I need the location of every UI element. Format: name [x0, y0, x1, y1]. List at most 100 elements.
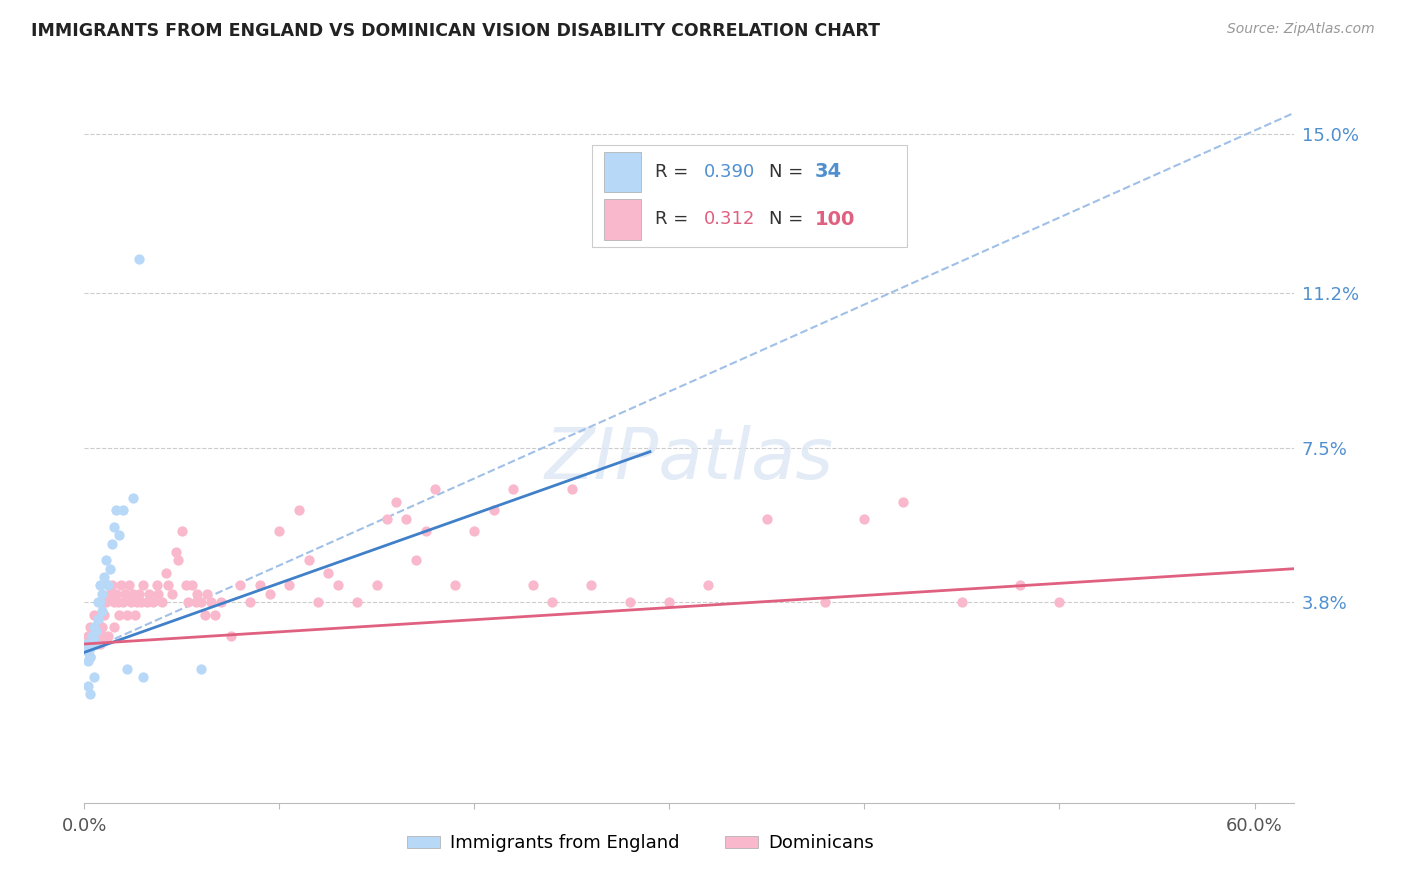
Point [132, 670, 155, 684]
Point [128, 587, 150, 601]
Point [94, 553, 117, 567]
Point [814, 595, 837, 609]
Point [107, 595, 129, 609]
Point [79, 649, 101, 664]
Point [502, 483, 524, 497]
Point [108, 607, 131, 622]
Point [853, 511, 876, 525]
Point [110, 578, 132, 592]
Point [174, 578, 197, 592]
Point [463, 524, 485, 538]
Point [82, 637, 104, 651]
Point [167, 553, 190, 567]
Point [316, 566, 339, 580]
Point [122, 587, 145, 601]
Point [190, 595, 212, 609]
Text: N =: N = [769, 163, 808, 181]
Point [697, 578, 720, 592]
Point [307, 595, 329, 609]
Point [125, 595, 148, 609]
Point [114, 587, 136, 601]
Point [288, 503, 311, 517]
Point [118, 578, 141, 592]
Point [658, 595, 681, 609]
Point [89, 607, 111, 622]
Point [165, 545, 187, 559]
Point [395, 511, 418, 525]
Point [209, 595, 232, 609]
Point [90, 603, 112, 617]
Point [1049, 595, 1071, 609]
Point [425, 483, 447, 497]
Point [129, 595, 152, 609]
Text: 100: 100 [814, 210, 855, 229]
Point [103, 595, 125, 609]
Point [581, 578, 603, 592]
Point [87, 612, 110, 626]
Point [103, 520, 125, 534]
Point [97, 578, 120, 592]
Legend: Immigrants from England, Dominicans: Immigrants from England, Dominicans [399, 827, 882, 860]
Text: R =: R = [655, 163, 695, 181]
Text: 34: 34 [814, 162, 842, 181]
Point [541, 595, 564, 609]
Point [87, 616, 110, 631]
Point [97, 578, 120, 592]
Point [346, 595, 368, 609]
Point [522, 578, 544, 592]
Text: Source: ZipAtlas.com: Source: ZipAtlas.com [1227, 22, 1375, 37]
Point [90, 595, 112, 609]
Point [77, 629, 100, 643]
Point [150, 595, 173, 609]
Point [83, 670, 105, 684]
Point [83, 607, 105, 622]
Point [100, 578, 122, 592]
Point [90, 620, 112, 634]
Point [194, 607, 217, 622]
Point [93, 629, 115, 643]
Point [385, 495, 408, 509]
Point [82, 637, 104, 651]
Point [75, 637, 97, 651]
Point [77, 654, 100, 668]
Point [124, 607, 146, 622]
Point [219, 629, 242, 643]
Point [108, 528, 131, 542]
Point [755, 511, 778, 525]
Point [184, 595, 207, 609]
FancyBboxPatch shape [605, 199, 641, 240]
Point [239, 595, 262, 609]
Point [93, 570, 115, 584]
Point [79, 687, 101, 701]
Point [117, 662, 139, 676]
Point [94, 595, 117, 609]
Point [145, 578, 167, 592]
Point [326, 578, 349, 592]
Point [83, 629, 105, 643]
Point [561, 483, 583, 497]
Point [405, 553, 427, 567]
Point [97, 629, 120, 643]
Point [190, 662, 212, 676]
Point [155, 566, 177, 580]
Point [98, 562, 121, 576]
Point [84, 624, 107, 639]
Point [619, 595, 641, 609]
Point [112, 595, 135, 609]
Point [259, 587, 281, 601]
Point [200, 595, 222, 609]
Point [87, 629, 110, 643]
Point [148, 587, 170, 601]
Point [77, 645, 100, 659]
Text: 0.390: 0.390 [703, 163, 755, 181]
Text: 0.312: 0.312 [703, 211, 755, 228]
Point [122, 491, 145, 505]
Point [84, 637, 107, 651]
Point [160, 587, 183, 601]
Point [75, 637, 97, 651]
Point [103, 620, 125, 634]
Point [298, 553, 321, 567]
Point [132, 578, 155, 592]
Point [84, 620, 107, 634]
Point [89, 595, 111, 609]
